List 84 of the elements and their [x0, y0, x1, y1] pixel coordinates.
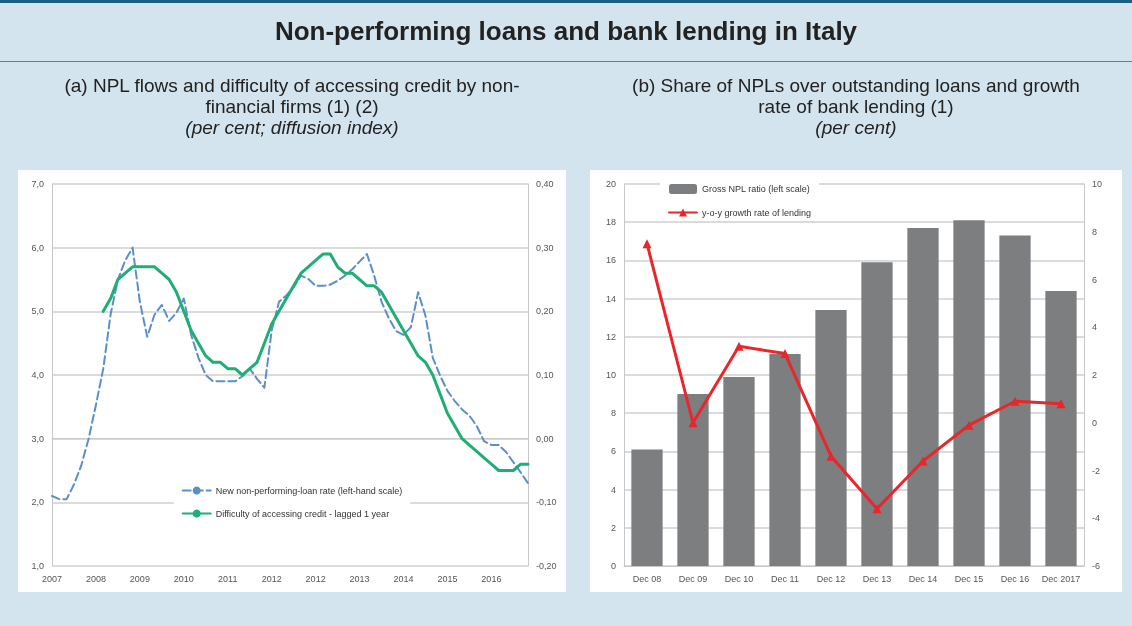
- bar: [861, 262, 893, 566]
- x-tick-label: 2015: [437, 573, 458, 584]
- y2-tick-label: 0,20: [536, 306, 554, 317]
- y-tick-label: 6,0: [31, 242, 44, 253]
- y2-tick-label: 8: [1092, 226, 1098, 237]
- x-tick-label: Dec 16: [1000, 573, 1030, 584]
- y2-tick-label: 0,30: [536, 242, 554, 253]
- x-tick-label: 2016: [481, 573, 502, 584]
- bar: [907, 227, 939, 566]
- x-tick-label: 2011: [218, 573, 238, 584]
- chart-subtitle: (per cent; diffusion index): [184, 117, 400, 138]
- y-tick-label: 1,0: [31, 561, 44, 571]
- y-tick-label: 7,0: [31, 179, 44, 189]
- y-tick-label: 12: [605, 331, 616, 342]
- y2-tick-label: -0,20: [536, 561, 557, 571]
- x-tick-label: 2012: [261, 573, 282, 584]
- bar: [999, 235, 1031, 566]
- bar: [723, 376, 755, 566]
- point: [1010, 396, 1020, 406]
- y-tick-label: 10: [605, 370, 616, 380]
- point: [872, 504, 882, 514]
- y2-tick-label: 0,10: [536, 370, 554, 380]
- y-tick-label: 8: [610, 408, 616, 419]
- bar: [1045, 290, 1077, 566]
- y-tick-label: 18: [605, 217, 616, 228]
- x-tick-label: Dec 09: [678, 573, 708, 584]
- y-tick-label: 3,0: [31, 433, 44, 444]
- x-tick-label: Dec 10: [724, 573, 754, 584]
- x-tick-label: 2009: [129, 573, 150, 584]
- x-tick-label: Dec 08: [632, 573, 662, 584]
- x-tick-label: 2012: [305, 573, 326, 584]
- text: Non-performing loans and bank lending in Italy: [0, 3, 1132, 59]
- line-series: [51, 246, 529, 501]
- y2-tick-label: 4: [1092, 322, 1098, 333]
- legend-label: y-o-y growth rate of lending: [702, 207, 812, 218]
- x-tick-label: 2010: [173, 573, 194, 584]
- x-tick-label: Dec 2017: [1041, 573, 1081, 584]
- chart-title: (b) Share of NPLs over outstanding loans and growth rate of bank lending (1): [631, 75, 1081, 117]
- y-tick-label: 5,0: [31, 306, 44, 317]
- x-tick-label: Dec 14: [908, 573, 938, 584]
- chart-subtitle: (per cent): [814, 117, 898, 138]
- y2-tick-label: 2: [1092, 370, 1098, 380]
- legend-label: Difficulty of accessing credit - lagged 1 year: [215, 508, 390, 519]
- x-tick-label: 2013: [349, 573, 370, 584]
- y2-tick-label: 10: [1092, 179, 1103, 189]
- x-tick-label: 2014: [393, 573, 414, 584]
- x-tick-label: Dec 12: [816, 573, 846, 584]
- bar: [769, 353, 801, 566]
- y-tick-label: 20: [605, 179, 616, 189]
- x-tick-label: Dec 13: [862, 573, 892, 584]
- x-tick-label: Dec 11: [771, 573, 799, 584]
- x-tick-label: 2007: [41, 573, 63, 584]
- legend-label: Gross NPL ratio (left scale): [702, 184, 810, 194]
- bar: [953, 220, 985, 566]
- bar: [631, 449, 663, 566]
- point: [1056, 399, 1066, 409]
- y-tick-label: 4: [610, 484, 616, 495]
- chart-title: (a) NPL flows and difficulty of accessing credit by non-financial firms (1) (2): [63, 75, 521, 117]
- x-tick-label: Dec 15: [954, 573, 984, 584]
- bar: [677, 394, 709, 566]
- point: [734, 341, 744, 351]
- point: [688, 418, 698, 428]
- y2-tick-label: 0: [1092, 417, 1098, 428]
- y2-tick-label: 0,00: [536, 433, 554, 444]
- y-tick-label: 4,0: [31, 370, 44, 380]
- y2-tick-label: -2: [1092, 465, 1101, 476]
- point: [642, 239, 652, 249]
- y2-tick-label: 0,40: [536, 179, 554, 189]
- line-series: [101, 252, 530, 472]
- y2-tick-label: 6: [1092, 274, 1098, 285]
- y-tick-label: 0: [610, 561, 616, 571]
- bar: [815, 310, 847, 566]
- y2-tick-label: -6: [1092, 561, 1101, 571]
- legend-label: New non-performing-loan rate (left-hand scale): [215, 485, 403, 496]
- y2-tick-label: -0,10: [536, 497, 557, 508]
- y-tick-label: 6: [610, 446, 616, 457]
- point: [964, 420, 974, 430]
- y-tick-label: 14: [605, 293, 616, 304]
- y-tick-label: 2,0: [31, 497, 44, 508]
- point: [780, 349, 790, 359]
- y-tick-label: 2: [610, 522, 616, 533]
- x-tick-label: 2008: [85, 573, 106, 584]
- y2-tick-label: -4: [1092, 513, 1101, 524]
- y-tick-label: 16: [605, 255, 616, 266]
